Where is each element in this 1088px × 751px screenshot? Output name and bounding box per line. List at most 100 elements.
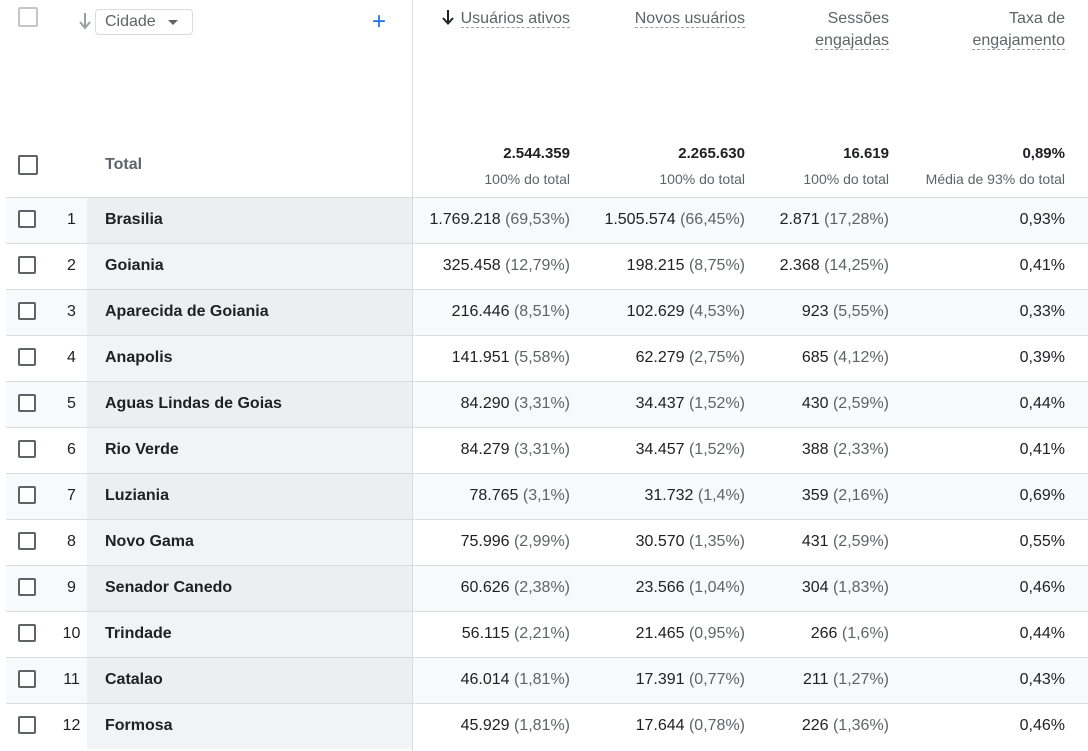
engaged-sessions-value: 211: [803, 671, 829, 688]
sort-descending-icon: [441, 10, 454, 25]
active-users-percent: (2,99%): [513, 533, 570, 550]
new-users-value: 23.566: [635, 579, 685, 596]
city-name[interactable]: Anapolis: [105, 349, 173, 366]
new-users-percent: (4,53%): [688, 303, 745, 320]
table-row[interactable]: 5 Aguas Lindas de Goias 84.290 (3,31%) 34.4…: [6, 381, 1088, 427]
new-users-percent: (1,04%): [688, 579, 745, 596]
table-row[interactable]: 7 Luziania 78.765 (3,1%) 31.732 (1,4%) 359 (…: [6, 473, 1088, 519]
engaged-sessions-value: 2.871: [779, 211, 820, 228]
active-users-percent: (12,79%): [505, 257, 570, 274]
row-checkbox[interactable]: [18, 394, 36, 412]
engagement-rate-cell: 0,43%: [1019, 671, 1065, 688]
row-index: 2: [67, 257, 76, 274]
active-users-cell: 78.765 (3,1%): [469, 487, 570, 505]
new-users-value: 62.279: [635, 349, 685, 366]
row-checkbox[interactable]: [18, 256, 36, 274]
column-header-label: Taxa de: [1008, 10, 1065, 27]
table-row[interactable]: 12 Formosa 45.929 (1,81%) 17.644 (0,78%) 226…: [6, 703, 1088, 749]
column-header-active-users[interactable]: Usuários ativos: [441, 8, 570, 30]
column-header-label: Usuários ativos: [460, 10, 570, 28]
engaged-sessions-cell: 388 (2,33%): [802, 441, 889, 459]
row-index: 10: [62, 625, 81, 642]
engaged-sessions-value: 388: [801, 441, 829, 458]
engagement-rate-cell: 0,33%: [1019, 303, 1065, 320]
row-checkbox[interactable]: [18, 440, 36, 458]
total-new-users: 2.265.630: [678, 145, 745, 162]
new-users-cell: 198.215 (8,75%): [627, 257, 745, 275]
dimension-cell-bg: [87, 198, 412, 243]
row-checkbox[interactable]: [18, 210, 36, 228]
table-row[interactable]: 6 Rio Verde 84.279 (3,31%) 34.457 (1,52%) 38…: [6, 427, 1088, 473]
engaged-sessions-percent: (2,59%): [832, 395, 889, 412]
total-sub-engagement-rate: Média de 93% do total: [925, 171, 1065, 187]
active-users-cell: 60.626 (2,38%): [461, 579, 570, 597]
engaged-sessions-cell: 359 (2,16%): [802, 487, 889, 505]
table-row[interactable]: 10 Trindade 56.115 (2,21%) 21.465 (0,95%) 26…: [6, 611, 1088, 657]
sort-arrow-icon[interactable]: [78, 12, 92, 30]
engaged-sessions-cell: 304 (1,83%): [802, 579, 889, 597]
active-users-cell: 141.951 (5,58%): [452, 349, 570, 367]
city-name[interactable]: Senador Canedo: [105, 579, 233, 596]
new-users-cell: 23.566 (1,04%): [636, 579, 745, 597]
row-checkbox[interactable]: [18, 348, 36, 366]
engagement-rate-cell: 0,41%: [1019, 441, 1065, 458]
engaged-sessions-percent: (4,12%): [832, 349, 889, 366]
city-name[interactable]: Catalao: [105, 671, 163, 688]
active-users-value: 45.929: [460, 717, 510, 734]
table-row[interactable]: 2 Goiania 325.458 (12,79%) 198.215 (8,75%) 2…: [6, 243, 1088, 289]
engaged-sessions-percent: (5,55%): [832, 303, 889, 320]
column-header-engagement-rate[interactable]: Taxa de engajamento: [972, 8, 1065, 52]
table-row[interactable]: 8 Novo Gama 75.996 (2,99%) 30.570 (1,35%) 43…: [6, 519, 1088, 565]
new-users-value: 21.465: [635, 625, 685, 642]
table-row[interactable]: 11 Catalao 46.014 (1,81%) 17.391 (0,77%) 211…: [6, 657, 1088, 703]
new-users-percent: (66,45%): [680, 211, 745, 228]
engaged-sessions-cell: 266 (1,6%): [811, 625, 889, 643]
city-name[interactable]: Aparecida de Goiania: [105, 303, 269, 320]
engagement-rate-cell: 0,46%: [1019, 717, 1065, 734]
row-checkbox[interactable]: [18, 578, 36, 596]
engaged-sessions-cell: 2.871 (17,28%): [780, 211, 889, 229]
engagement-rate-cell: 0,41%: [1019, 257, 1065, 274]
row-checkbox[interactable]: [18, 670, 36, 688]
engaged-sessions-percent: (1,27%): [832, 671, 889, 688]
row-checkbox[interactable]: [18, 624, 36, 642]
city-name[interactable]: Formosa: [105, 717, 173, 734]
column-header-new-users[interactable]: Novos usuários: [634, 8, 745, 30]
city-name[interactable]: Rio Verde: [105, 441, 179, 458]
table-row[interactable]: 4 Anapolis 141.951 (5,58%) 62.279 (2,75%) 68…: [6, 335, 1088, 381]
dimension-selector[interactable]: Cidade: [95, 9, 193, 35]
total-row-checkbox[interactable]: [18, 155, 38, 175]
city-name[interactable]: Novo Gama: [105, 533, 194, 550]
row-checkbox[interactable]: [18, 532, 36, 550]
row-checkbox[interactable]: [18, 486, 36, 504]
new-users-value: 102.629: [626, 303, 685, 320]
column-header-engaged-sessions[interactable]: Sessões engajadas: [815, 8, 889, 52]
select-all-checkbox[interactable]: [18, 7, 38, 27]
add-dimension-button[interactable]: +: [372, 8, 387, 35]
table-row[interactable]: 1 Brasilia 1.769.218 (69,53%) 1.505.574 (66…: [6, 197, 1088, 243]
row-checkbox[interactable]: [18, 302, 36, 320]
city-name[interactable]: Brasilia: [105, 211, 163, 228]
city-name[interactable]: Luziania: [105, 487, 170, 504]
row-index: 6: [67, 441, 76, 458]
active-users-value: 84.290: [460, 395, 510, 412]
dimension-cell-bg: [87, 244, 412, 289]
total-sub-new-users: 100% do total: [659, 171, 745, 187]
city-name[interactable]: Trindade: [105, 625, 172, 642]
engaged-sessions-percent: (14,25%): [824, 257, 889, 274]
table-row[interactable]: 9 Senador Canedo 60.626 (2,38%) 23.566 (1,0…: [6, 565, 1088, 611]
new-users-cell: 34.457 (1,52%): [636, 441, 745, 459]
chevron-down-icon: [168, 20, 178, 25]
dimension-cell-bg: [87, 382, 412, 427]
city-name[interactable]: Aguas Lindas de Goias: [105, 395, 282, 412]
engaged-sessions-cell: 2.368 (14,25%): [780, 257, 889, 275]
table-row[interactable]: 3 Aparecida de Goiania 216.446 (8,51%) 102.…: [6, 289, 1088, 335]
engaged-sessions-percent: (1,83%): [832, 579, 889, 596]
city-name[interactable]: Goiania: [105, 257, 164, 274]
engaged-sessions-value: 923: [801, 303, 829, 320]
row-checkbox[interactable]: [18, 716, 36, 734]
table-header: Cidade + Usuários ativos Novos usuários …: [0, 0, 1088, 197]
active-users-percent: (8,51%): [513, 303, 570, 320]
row-index: 3: [67, 303, 76, 320]
active-users-cell: 56.115 (2,21%): [462, 625, 570, 643]
